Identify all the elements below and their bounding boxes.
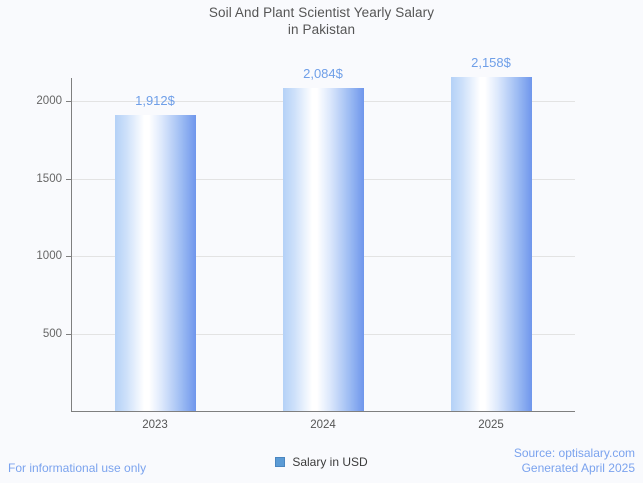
y-axis-tick-mark: [66, 256, 71, 257]
y-axis-tick-mark: [66, 101, 71, 102]
y-axis-tick-label: 1000: [36, 250, 62, 262]
y-axis-tick-label: 500: [42, 327, 62, 340]
bar[interactable]: [283, 87, 364, 411]
x-axis-tick-label: 2023: [142, 419, 168, 431]
bar-value-label: 2,084$: [303, 65, 343, 81]
plot-area: [71, 76, 575, 411]
footer-source-line: Source: optisalary.com: [513, 446, 635, 460]
y-axis-tick-label: 1500: [36, 172, 62, 185]
footer-source: Source: optisalary.com Generated April 2…: [514, 446, 635, 476]
bar-value-label: 2,158$: [471, 54, 511, 70]
chart-title-line-2: in Pakistan: [287, 22, 356, 37]
x-axis-tick-label: 2025: [478, 419, 504, 431]
y-axis-tick-mark: [66, 178, 71, 180]
bar[interactable]: [451, 76, 532, 411]
y-axis-line: [71, 78, 72, 412]
chart-title: Soil And Plant Scientist Yearly Salary i…: [0, 4, 643, 38]
y-axis-tick-mark: [66, 333, 71, 335]
bar-value-label: 1,912$: [135, 92, 175, 108]
y-axis-tick-label: 2000: [36, 95, 62, 107]
chart-legend: Salary in USD: [0, 455, 643, 469]
bar[interactable]: [115, 114, 196, 411]
x-axis-line: [71, 411, 575, 412]
legend-label: Salary in USD: [292, 455, 368, 469]
footer-disclaimer: For informational use only: [8, 461, 147, 475]
footer-generated-line: Generated April 2025: [521, 461, 635, 475]
legend-swatch-icon: [275, 457, 286, 467]
x-axis-tick-label: 2024: [310, 419, 336, 431]
y-axis-tick-labels: 500 1000 1500 2000: [0, 0, 62, 483]
chart-title-line-1: Soil And Plant Scientist Yearly Salary: [208, 5, 435, 20]
